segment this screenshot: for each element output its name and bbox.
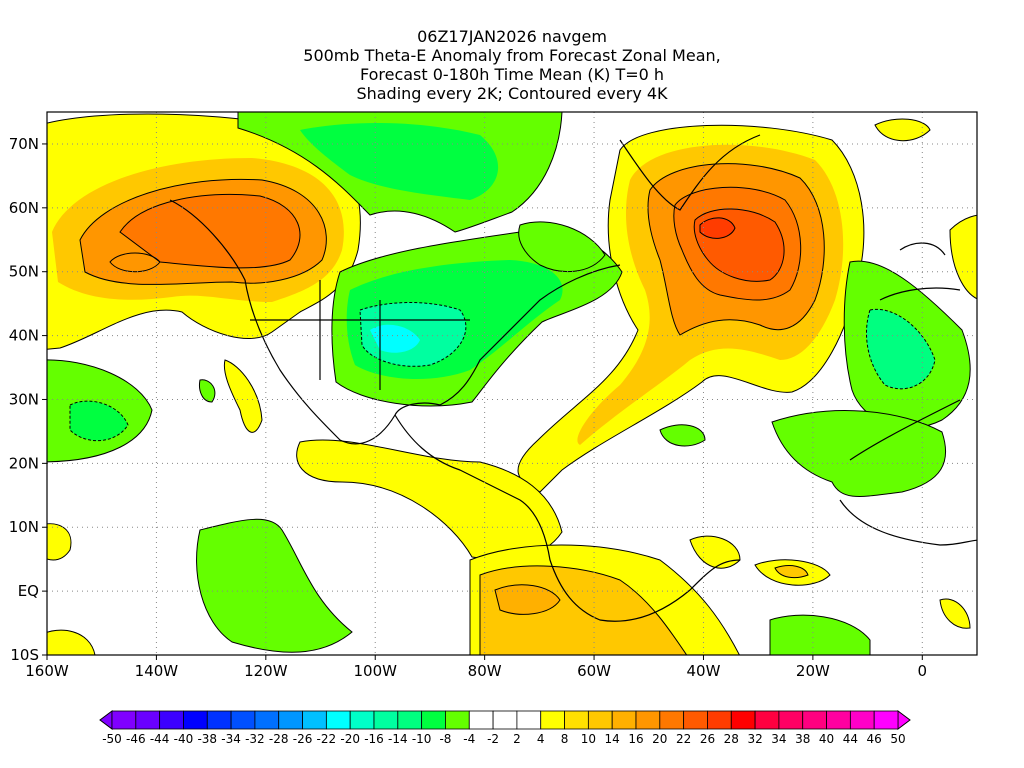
colorbar-swatch [445, 710, 470, 730]
colorbar-swatch [802, 710, 827, 730]
colorbar-label: 2 [513, 732, 521, 746]
colorbar-label: -40 [174, 732, 194, 746]
colorbar-label: 22 [676, 732, 691, 746]
lon-tick-label: 40W [687, 662, 721, 680]
colorbar-label: 14 [605, 732, 620, 746]
colorbar-swatch [230, 710, 256, 730]
shaded-field [47, 112, 977, 655]
colorbar-swatch [707, 710, 732, 730]
lon-tick-label: 80W [468, 662, 502, 680]
colorbar-label: -22 [317, 732, 337, 746]
colorbar-label: -20 [340, 732, 360, 746]
colorbar-swatch [302, 710, 327, 730]
colorbar-label: -14 [388, 732, 408, 746]
colorbar-swatch [826, 710, 851, 730]
colorbar-label: -26 [293, 732, 313, 746]
colorbar-swatch [564, 710, 589, 730]
lat-tick-label: EQ [18, 582, 39, 600]
lat-tick-label: 40N [9, 327, 39, 345]
colorbar-label: 16 [628, 732, 643, 746]
colorbar-label: -10 [412, 732, 432, 746]
lon-tick-label: 0 [918, 662, 928, 680]
colorbar-swatch [206, 710, 232, 730]
colorbar-swatch [849, 710, 875, 730]
colorbar-swatch [516, 710, 542, 730]
colorbar-label: -8 [439, 732, 451, 746]
colorbar-label: 40 [819, 732, 834, 746]
title-line-run: 06Z17JAN2026 navgem [417, 27, 607, 46]
colorbar-label: 8 [561, 732, 569, 746]
colorbar-high-arrow [897, 710, 911, 730]
colorbar-swatch [111, 710, 137, 730]
colorbar-label: 46 [867, 732, 882, 746]
colorbar-swatch [540, 710, 565, 730]
lat-tick-label: 70N [9, 135, 39, 153]
colorbar-label: 44 [843, 732, 858, 746]
colorbar: -50 -46 -44 -40 -38 -34 -32 -28 -26 -22 -20 -16 -14-… [99, 710, 911, 746]
colorbar-label: -50 [102, 732, 122, 746]
colorbar-label: 20 [652, 732, 667, 746]
lon-tick-label: 20W [796, 662, 830, 680]
colorbar-label: -46 [126, 732, 146, 746]
colorbar-label: -4 [463, 732, 475, 746]
title-line-forecast: Forecast 0-180h Time Mean (K) T=0 h [359, 65, 665, 84]
lat-tick-label: 50N [9, 263, 39, 281]
colorbar-label: 4 [537, 732, 545, 746]
lat-tick-label: 60N [9, 199, 39, 217]
colorbar-swatch [778, 710, 804, 730]
colorbar-swatch [397, 710, 423, 730]
colorbar-swatch [349, 710, 375, 730]
colorbar-label: -2 [487, 732, 499, 746]
axis-labels: 160W 140W 120W 100W 80W 60W 40W 20W 0 70N 60N 50N 40… [9, 135, 927, 680]
colorbar-label: -32 [245, 732, 265, 746]
colorbar-swatch [730, 710, 756, 730]
lat-tick-label: 10S [10, 646, 39, 664]
colorbar-label: -38 [197, 732, 217, 746]
colorbar-swatch [183, 710, 208, 730]
title-line-field: 500mb Theta-E Anomaly from Forecast Zona… [303, 46, 721, 65]
colorbar-swatch [587, 710, 613, 730]
lon-tick-label: 120W [244, 662, 288, 680]
colorbar-swatch [373, 710, 399, 730]
colorbar-swatch [659, 710, 685, 730]
colorbar-label: 32 [747, 732, 762, 746]
colorbar-swatch [421, 710, 446, 730]
colorbar-swatch [492, 710, 518, 730]
title-line-shading: Shading every 2K; Contoured every 4K [356, 84, 668, 103]
colorbar-swatch [635, 710, 661, 730]
colorbar-label: 34 [771, 732, 786, 746]
colorbar-label: 28 [724, 732, 739, 746]
colorbar-swatch [754, 710, 780, 730]
colorbar-label: 10 [581, 732, 596, 746]
map-title: 06Z17JAN2026 navgem 500mb Theta-E Anomal… [0, 27, 1024, 103]
lon-tick-label: 100W [354, 662, 398, 680]
colorbar-swatch [159, 710, 184, 730]
colorbar-label: -16 [364, 732, 384, 746]
colorbar-label: 38 [795, 732, 810, 746]
colorbar-swatch [325, 710, 351, 730]
colorbar-label: -28 [269, 732, 289, 746]
colorbar-swatch [135, 710, 161, 730]
colorbar-swatch [611, 710, 637, 730]
lat-tick-label: 10N [9, 518, 39, 536]
colorbar-swatch [468, 710, 494, 730]
colorbar-label: -44 [150, 732, 170, 746]
colorbar-low-arrow [99, 710, 113, 730]
coastlines [169, 134, 977, 622]
colorbar-swatch [278, 710, 303, 730]
plot-frame [46, 111, 978, 656]
lat-tick-label: 20N [9, 454, 39, 472]
lon-tick-label: 160W [25, 662, 69, 680]
colorbar-swatch [683, 710, 708, 730]
colorbar-swatch [873, 710, 899, 730]
lon-tick-label: 60W [577, 662, 611, 680]
colorbar-label: 26 [700, 732, 715, 746]
lat-tick-label: 30N [9, 390, 39, 408]
colorbar-swatch [254, 710, 280, 730]
lon-tick-label: 140W [135, 662, 179, 680]
colorbar-label: 50 [890, 732, 905, 746]
colorbar-label: -34 [221, 732, 241, 746]
